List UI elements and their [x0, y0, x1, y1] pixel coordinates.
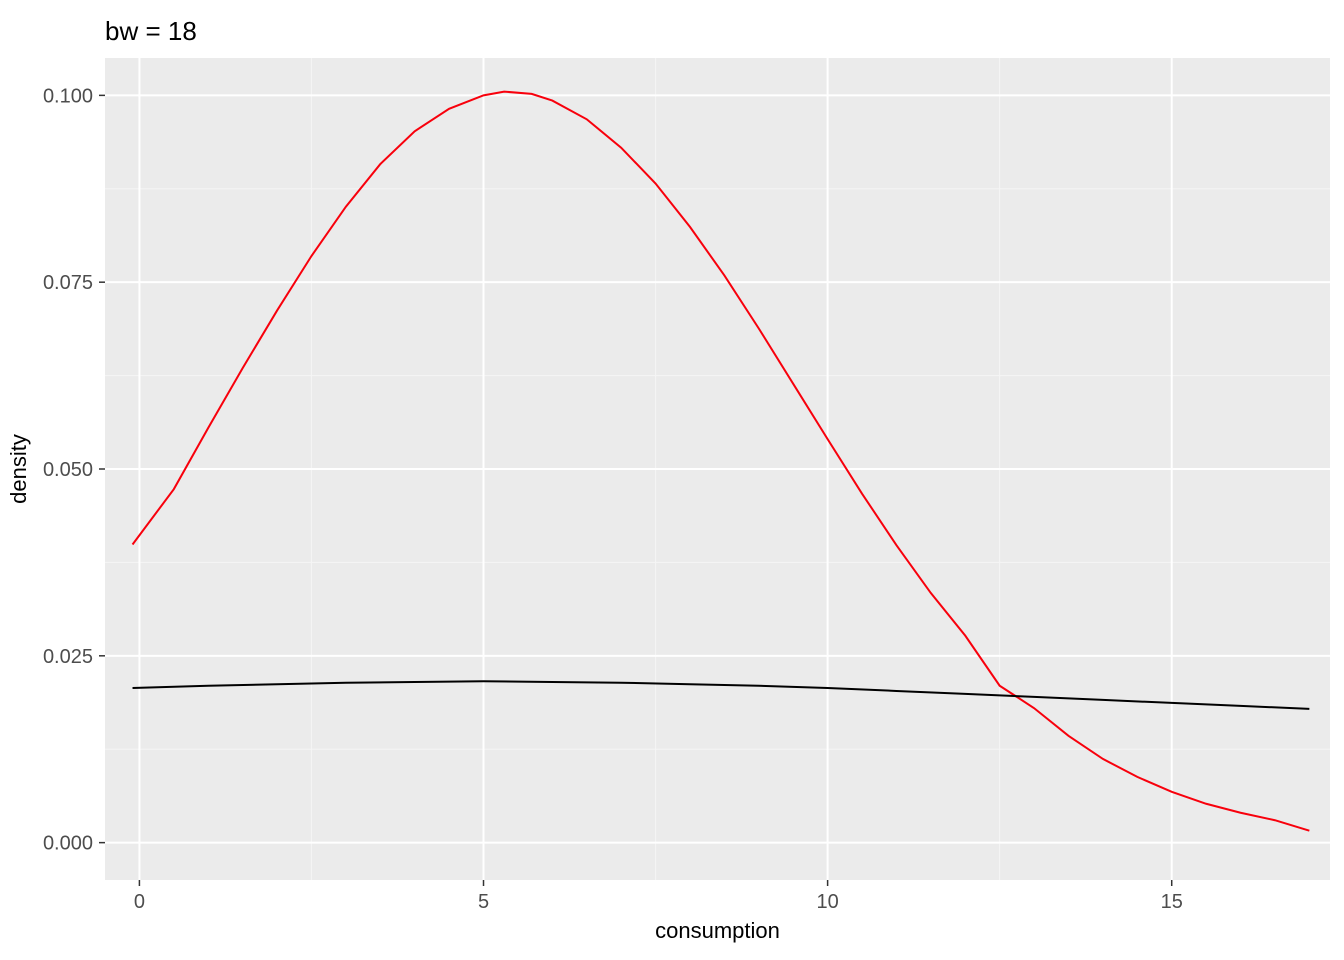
- x-tick-label: 10: [816, 891, 838, 913]
- y-axis-label: density: [6, 434, 31, 504]
- y-tick-label: 0.000: [43, 833, 93, 855]
- y-tick-label: 0.100: [43, 85, 93, 107]
- y-tick-label: 0.050: [43, 459, 93, 481]
- x-tick-label: 5: [478, 891, 489, 913]
- density-chart: 0 5 10 15 0.000 0.025 0.050 0.075 0.100 consumpti…: [0, 0, 1344, 960]
- x-axis-label: consumption: [655, 918, 780, 943]
- x-tick-label: 0: [134, 891, 145, 913]
- chart-svg: 0 5 10 15 0.000 0.025 0.050 0.075 0.100 consumpti…: [0, 0, 1344, 960]
- chart-title: bw = 18: [105, 16, 197, 46]
- y-tick-label: 0.025: [43, 646, 93, 668]
- x-tick-label: 15: [1161, 891, 1183, 913]
- y-tick-label: 0.075: [43, 272, 93, 294]
